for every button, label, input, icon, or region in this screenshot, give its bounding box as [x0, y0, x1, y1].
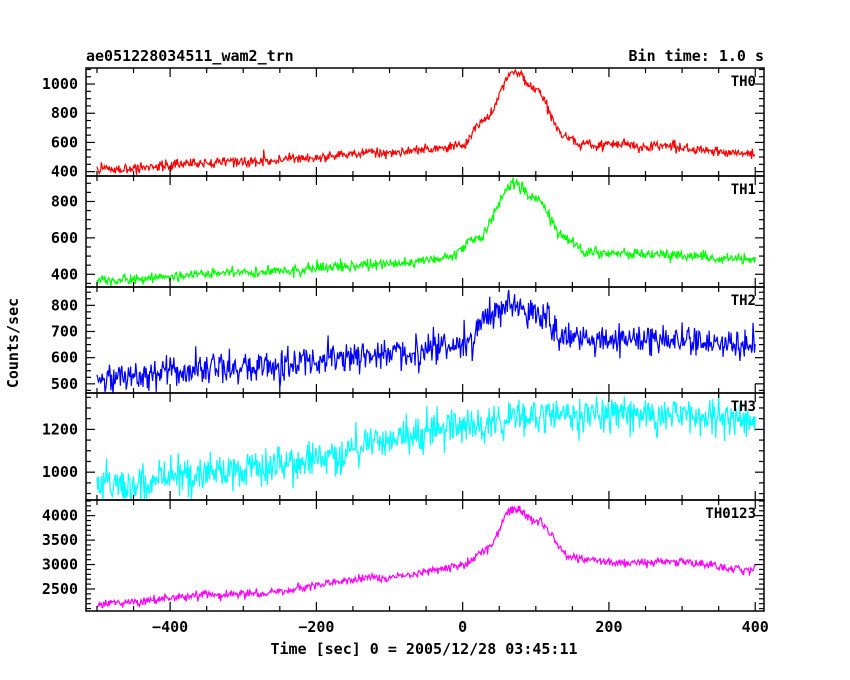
x-tick-label: 400: [742, 618, 769, 636]
y-tick-label: 3000: [42, 556, 78, 574]
y-tick-label: 4000: [42, 507, 78, 525]
y-tick-label: 800: [51, 192, 78, 210]
panel-th0: 400 600 800 1000 TH0: [42, 67, 765, 181]
y-tick-label: 400: [51, 265, 78, 283]
panel-label-th3: TH3: [731, 399, 756, 415]
y-tick-label: 1000: [42, 463, 78, 481]
panel-label-th0: TH0: [731, 74, 756, 90]
series-line-th2: [96, 289, 756, 393]
y-tick-label: 2500: [42, 580, 78, 598]
panel-label-th2: TH2: [731, 293, 756, 309]
y-tick-label: 400: [51, 163, 78, 181]
y-tick-label: 1000: [42, 75, 78, 93]
panel-label-th0123: TH0123: [705, 506, 756, 522]
panel-frame: [85, 67, 765, 177]
y-tick-label: 500: [51, 375, 78, 393]
y-tick-label: 800: [51, 104, 78, 122]
x-tick-label: 0: [458, 618, 467, 636]
series-line-th1: [96, 177, 756, 287]
y-tick-label: 600: [51, 133, 78, 151]
y-tick-label: 1200: [42, 420, 78, 438]
y-tick-label: 700: [51, 322, 78, 340]
y-tick-label: 600: [51, 349, 78, 367]
series-line-th0123: [96, 505, 756, 609]
y-tick-label: 3500: [42, 531, 78, 549]
series-line-th0: [96, 68, 756, 175]
y-tick-label: 600: [51, 229, 78, 247]
x-axis-title: Time [sec] 0 = 2005/12/28 03:45:11: [270, 640, 577, 658]
panel-th0123: 2500 3000 3500 4000 TH0123: [42, 499, 765, 612]
panel-frame: [85, 499, 765, 612]
x-tick-label: −200: [298, 618, 334, 636]
y-tick-label: 800: [51, 296, 78, 314]
panel-th2: 500 600 700 800 TH2: [51, 286, 765, 394]
panel-label-th1: TH1: [731, 182, 756, 198]
y-axis-title: Counts/sec: [4, 298, 22, 388]
panel-th3: 1000 1200 TH3: [42, 392, 765, 501]
series-line-th3: [96, 393, 756, 500]
panels-layer: 400 600 800 1000 TH0 400 600 800 TH1 500 600 700 800…: [42, 67, 769, 636]
panel-th1: 400 600 800 TH1: [51, 175, 765, 288]
chart-title: ae051228034511_wam2_trn: [86, 47, 294, 65]
x-tick-label: −400: [152, 618, 188, 636]
x-tick-label: 200: [595, 618, 622, 636]
bin-time-label: Bin time: 1.0 s: [629, 47, 764, 65]
panel-frame: [85, 175, 765, 288]
